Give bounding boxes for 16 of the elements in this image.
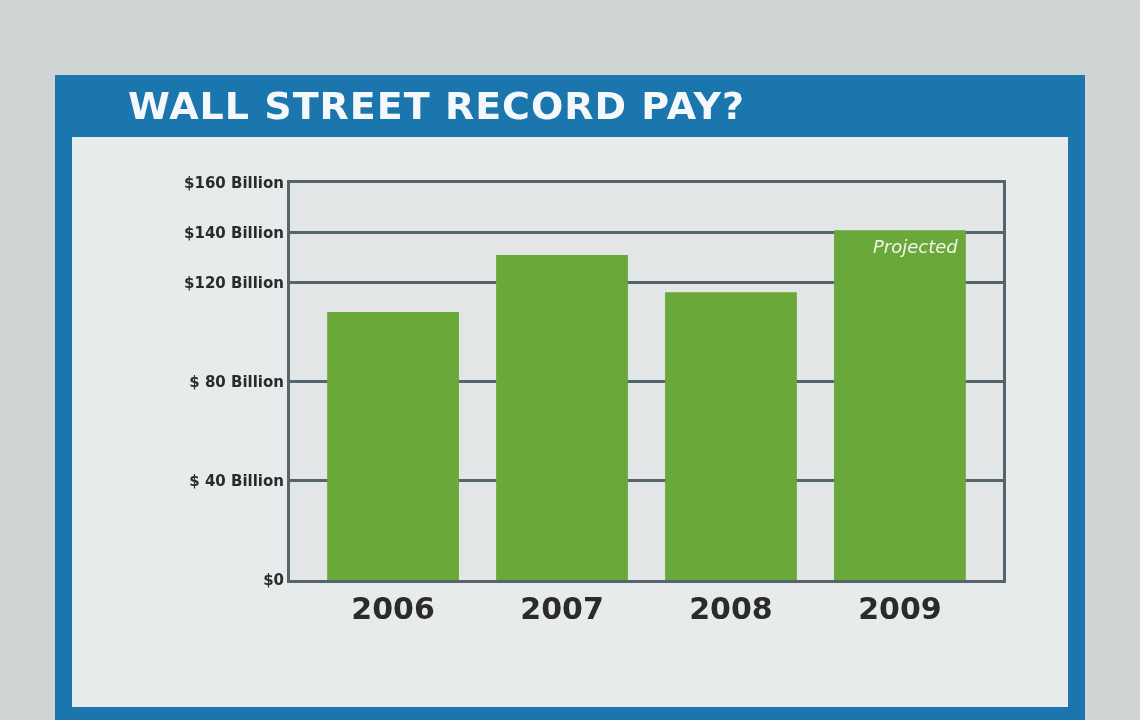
bar [327, 312, 459, 580]
x-tick-label: 2007 [520, 591, 604, 626]
annotation: Projected [873, 236, 959, 257]
x-tick-label: 2006 [351, 591, 435, 626]
bar [665, 292, 797, 580]
y-tick-label: $160 Billion [184, 174, 284, 193]
x-tick-label: 2009 [858, 591, 942, 626]
y-tick-label: $ 40 Billion [189, 472, 284, 490]
y-tick-label: $120 Billion [184, 273, 284, 292]
bar [496, 254, 628, 580]
bar [834, 230, 966, 580]
chart-title: WALL STREET RECORD PAY? [128, 83, 746, 130]
y-tick-label: $ 80 Billion [189, 372, 284, 391]
y-tick-label: $140 Billion [184, 223, 284, 242]
x-tick-label: 2008 [689, 591, 773, 626]
y-tick-label: $0 [263, 571, 284, 590]
